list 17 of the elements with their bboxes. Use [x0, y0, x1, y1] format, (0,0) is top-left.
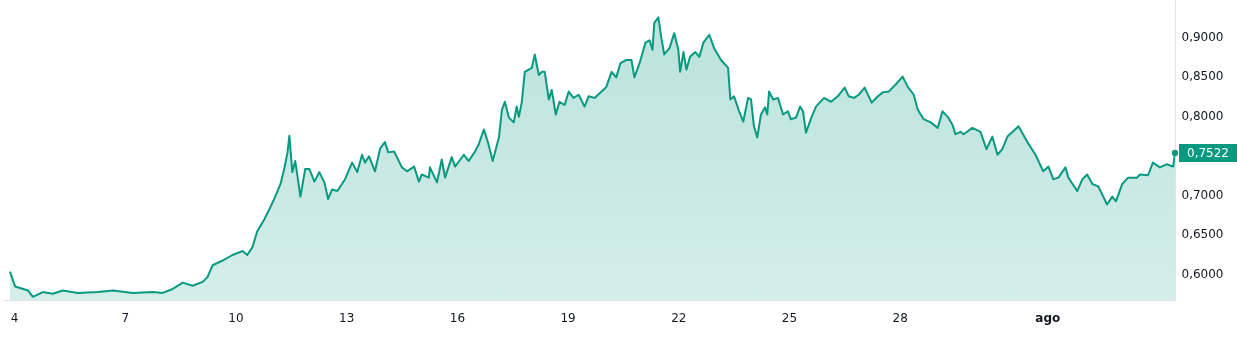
y-tick-label: 0,7000	[1181, 187, 1224, 202]
y-tick-label: 0,8500	[1181, 69, 1224, 84]
x-tick-label: ago	[1035, 310, 1061, 325]
x-tick-label: 7	[121, 310, 130, 325]
x-tick-label: 16	[449, 310, 466, 325]
annotation: 0,7522	[1187, 146, 1229, 160]
x-tick-label: 13	[339, 310, 355, 325]
x-tick-label: 4	[10, 310, 19, 325]
x-tick-label: 19	[560, 310, 576, 325]
y-tick-label: 0,6500	[1181, 227, 1224, 242]
y-tick-label: 0,8000	[1181, 108, 1224, 123]
x-tick-label: 22	[671, 310, 687, 325]
x-tick-label: 28	[892, 310, 908, 325]
x-tick-label: 10	[228, 310, 244, 325]
y-tick-label: 0,6000	[1181, 266, 1224, 281]
x-tick-label: 25	[781, 310, 798, 325]
y-tick-label: 0,9000	[1181, 29, 1224, 44]
